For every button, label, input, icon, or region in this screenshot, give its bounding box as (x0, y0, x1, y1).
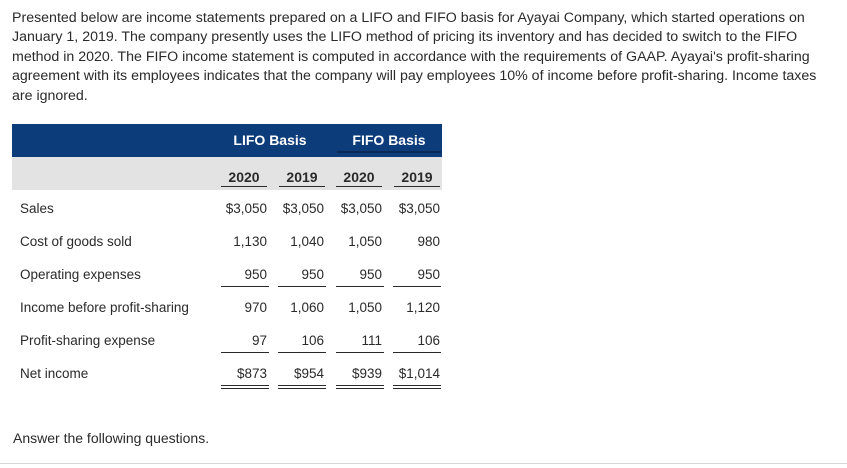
subtotal-rule-lifo-2020 (221, 286, 269, 287)
cell-sales-lifo-2019: $3,050 (282, 201, 324, 216)
row-label-income-before-profit-sharing: Income before profit-sharing (20, 300, 189, 315)
total-rule-fifo-2020 (336, 352, 384, 353)
cell-opex-fifo-2019: 950 (417, 267, 440, 282)
row-label-net-income: Net income (20, 366, 89, 381)
cell-opex-lifo-2019: 950 (301, 267, 324, 282)
cell-sales-fifo-2019: $3,050 (398, 201, 440, 216)
total-rule-lifo-2019 (278, 352, 326, 353)
cell-cogs-lifo-2020: 1,130 (233, 234, 267, 249)
cell-pse-fifo-2019: 106 (417, 333, 440, 348)
cell-cogs-lifo-2019: 1,040 (290, 234, 324, 249)
subtotal-rule-fifo-2020 (336, 286, 384, 287)
lifo-basis-header: LIFO Basis (233, 132, 307, 148)
cell-opex-lifo-2020: 950 (244, 267, 267, 282)
cell-cogs-fifo-2019: 980 (417, 234, 440, 249)
cell-ibps-lifo-2019: 1,060 (290, 300, 324, 315)
income-statement-table: LIFO Basis FIFO Basis 2020 2019 2020 201… (12, 124, 442, 394)
total-rule-fifo-2019 (393, 352, 441, 353)
problem-statement: Presented below are income statements pr… (12, 10, 817, 104)
fifo-basis-header: FIFO Basis (337, 132, 441, 153)
year-header-fifo-2019: 2019 (394, 169, 440, 187)
total-rule-lifo-2020 (221, 352, 269, 353)
table-year-band (12, 157, 442, 190)
cell-ni-fifo-2020: $939 (351, 366, 382, 381)
year-header-fifo-2020: 2020 (336, 169, 382, 187)
double-rule-lifo-2019 (278, 385, 326, 389)
cell-sales-fifo-2020: $3,050 (340, 201, 382, 216)
double-rule-fifo-2020 (336, 385, 384, 389)
cell-ni-lifo-2020: $873 (236, 366, 267, 381)
cell-opex-fifo-2020: 950 (359, 267, 382, 282)
row-label-profit-sharing-expense: Profit-sharing expense (20, 333, 156, 348)
row-label-cost-of-goods-sold: Cost of goods sold (20, 234, 132, 249)
year-header-lifo-2019: 2019 (279, 169, 325, 187)
cell-cogs-fifo-2020: 1,050 (348, 234, 382, 249)
subtotal-rule-lifo-2019 (278, 286, 326, 287)
row-label-operating-expenses: Operating expenses (20, 267, 141, 282)
cell-ibps-fifo-2019: 1,120 (406, 300, 440, 315)
double-rule-lifo-2020 (221, 385, 269, 389)
cell-sales-lifo-2020: $3,050 (225, 201, 267, 216)
cell-pse-fifo-2020: 111 (361, 333, 382, 348)
bottom-divider (0, 463, 847, 464)
cell-pse-lifo-2019: 106 (301, 333, 324, 348)
instruction-text: Answer the following questions. (13, 430, 210, 446)
year-header-lifo-2020: 2020 (221, 169, 267, 187)
cell-ni-fifo-2019: $1,014 (398, 366, 440, 381)
cell-pse-lifo-2020: 97 (251, 333, 267, 348)
row-label-sales: Sales (20, 201, 54, 216)
cell-ibps-lifo-2020: 970 (244, 300, 267, 315)
cell-ni-lifo-2019: $954 (293, 366, 324, 381)
double-rule-fifo-2019 (393, 385, 441, 389)
cell-ibps-fifo-2020: 1,050 (348, 300, 382, 315)
subtotal-rule-fifo-2019 (393, 286, 441, 287)
